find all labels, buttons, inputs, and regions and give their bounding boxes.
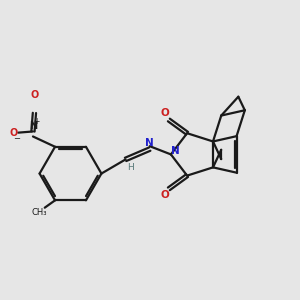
Text: N: N <box>29 122 37 131</box>
Text: O: O <box>161 190 170 200</box>
Text: H: H <box>128 163 134 172</box>
Text: −: − <box>14 134 21 143</box>
Text: O: O <box>9 128 17 138</box>
Text: CH₃: CH₃ <box>31 208 46 217</box>
Text: O: O <box>161 109 170 118</box>
Text: N: N <box>145 138 154 148</box>
Text: N: N <box>171 146 179 157</box>
Text: O: O <box>30 90 39 100</box>
Text: +: + <box>33 117 40 126</box>
